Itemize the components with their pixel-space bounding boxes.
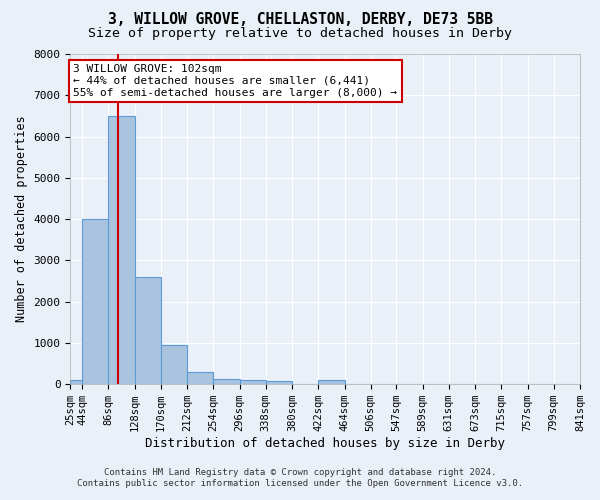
Bar [161,345,187,384]
Bar [214,379,239,384]
Text: 3, WILLOW GROVE, CHELLASTON, DERBY, DE73 5BB: 3, WILLOW GROVE, CHELLASTON, DERBY, DE73… [107,12,493,28]
Y-axis label: Number of detached properties: Number of detached properties [15,116,28,322]
Bar [318,380,344,384]
Bar [187,372,214,384]
Text: 3 WILLOW GROVE: 102sqm
← 44% of detached houses are smaller (6,441)
55% of semi-: 3 WILLOW GROVE: 102sqm ← 44% of detached… [73,64,397,98]
Bar [239,380,266,384]
Text: Size of property relative to detached houses in Derby: Size of property relative to detached ho… [88,28,512,40]
Bar [134,277,161,384]
Text: Contains HM Land Registry data © Crown copyright and database right 2024.
Contai: Contains HM Land Registry data © Crown c… [77,468,523,487]
Bar [109,116,134,384]
Bar [82,219,109,384]
X-axis label: Distribution of detached houses by size in Derby: Distribution of detached houses by size … [145,437,505,450]
Bar [70,380,82,384]
Bar [266,381,292,384]
